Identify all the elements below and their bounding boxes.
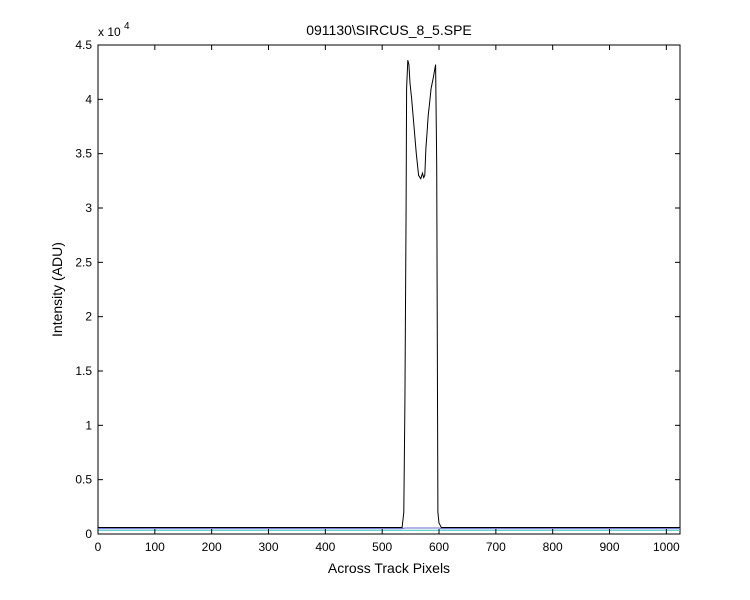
y-tick-label: 0 (85, 527, 92, 541)
y-scale-factor: x 10 4 (98, 21, 130, 39)
y-tick-label: 3.5 (75, 147, 92, 161)
x-tick-label: 600 (429, 540, 449, 554)
y-tick-label: 0.5 (75, 473, 92, 487)
y-tick-label: 3 (85, 201, 92, 215)
chart-title: 091130\SIRCUS_8_5.SPE (306, 22, 472, 38)
y-scale-factor-base: x 10 (98, 25, 121, 39)
y-tick-label: 1.5 (75, 364, 92, 378)
y-tick-label: 2.5 (75, 255, 92, 269)
x-tick-label: 300 (258, 540, 278, 554)
x-tick-label: 400 (315, 540, 335, 554)
x-tick-label: 0 (95, 540, 102, 554)
x-axis-label: Across Track Pixels (328, 560, 450, 576)
y-tick-label: 4 (85, 92, 92, 106)
x-tick-label: 200 (202, 540, 222, 554)
x-tick-label: 700 (486, 540, 506, 554)
x-tick-label: 500 (372, 540, 392, 554)
plot-area (97, 44, 681, 535)
series-line-3 (98, 527, 680, 530)
ticks-layer: 0 100 200 300 400 500 600 700 800 900 1000 0 0.5 1 1.5… (75, 38, 680, 554)
y-tick-label: 4.5 (75, 38, 92, 52)
y-tick-label: 2 (85, 310, 92, 324)
x-tick-label: 800 (543, 540, 563, 554)
x-tick-label: 1000 (653, 540, 680, 554)
y-tick-label: 1 (85, 418, 92, 432)
series-layer (98, 60, 680, 531)
y-scale-factor-exponent: 4 (124, 21, 130, 32)
x-tick-label: 900 (600, 540, 620, 554)
series-line-1 (98, 60, 680, 528)
x-tick-label: 100 (145, 540, 165, 554)
y-axis-label: Intensity (ADU) (49, 242, 65, 337)
